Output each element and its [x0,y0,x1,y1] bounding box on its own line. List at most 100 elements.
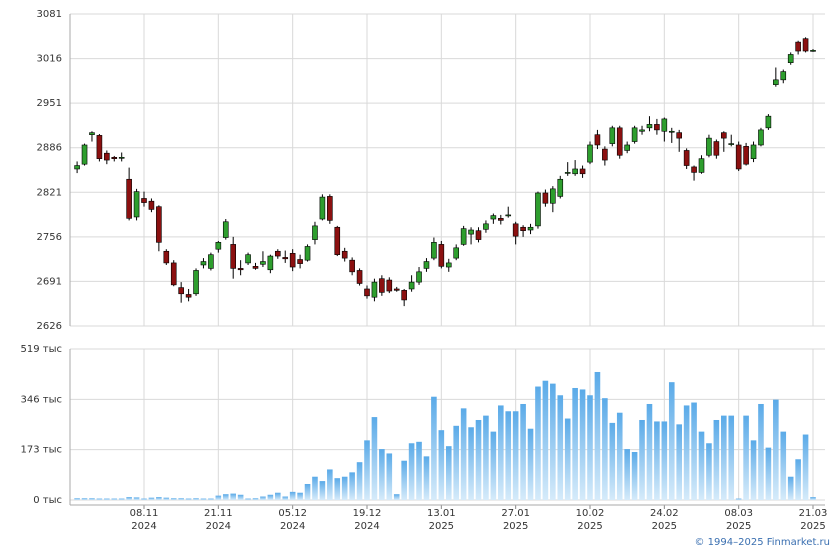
candle-body [185,294,192,298]
volume-bar [587,395,593,500]
candle-body [289,253,296,268]
candle-body [535,192,541,227]
candle-body [795,41,801,52]
candle-body [780,71,787,81]
volume-bar [557,395,564,500]
y-tick-label: 2886 [37,143,62,154]
candle-body [594,134,601,146]
volume-bar [535,386,541,500]
volume-bar [245,498,251,500]
volume-bar [379,449,385,500]
volume-bar [416,441,422,500]
candle-body [141,198,147,203]
volume-bar [431,396,437,500]
volume-bar [795,459,801,500]
candle-body [497,218,504,221]
x-tick-label: 19.12 [353,508,382,519]
volume-bar [728,415,735,500]
y-tick-label: 3081 [37,9,62,20]
candle-body [720,132,727,139]
volume-bar [156,497,162,500]
volume-bar [401,460,407,500]
volume-bar [505,411,512,500]
volume-bar [765,447,772,500]
x-tick-label: 13.01 [427,508,456,519]
x-tick-year: 2025 [429,521,454,532]
volume-bar [483,415,489,500]
volume-bar [624,449,630,500]
candle-body [371,281,378,298]
candle-body [89,132,95,135]
volume-bar [520,403,526,500]
volume-bar [260,496,266,500]
candle-body [237,268,244,271]
candle-body [304,246,311,261]
volume-bar [200,498,207,500]
y-tick-label: 173 тыс [21,445,62,456]
volume-bar [386,453,393,500]
candle-body [505,214,512,217]
volume-bar [148,497,155,500]
volume-bar [787,476,794,500]
x-tick-year: 2024 [131,521,156,532]
x-tick-label: 05.12 [278,508,307,519]
candle-body [423,261,430,269]
candle-body [631,127,638,142]
volume-bar [170,498,177,500]
volume-bar [453,425,459,500]
candle-body [416,271,422,283]
volume-bar [126,497,132,500]
x-tick-label: 24.02 [650,508,679,519]
candle-body [200,261,207,266]
candle-body [750,144,757,159]
candle-body [512,223,519,237]
x-tick-year: 2025 [577,521,602,532]
candle-body [572,168,578,175]
volume-bar [721,415,727,500]
candle-body [260,261,266,265]
volume-bar [312,476,318,500]
candle-body [802,38,809,52]
candle-body [550,188,556,204]
volume-bar [178,498,184,500]
volume-bar [282,496,289,500]
y-tick-label: 3016 [37,54,62,65]
volume-bar [743,415,749,500]
volume-bar [364,440,370,500]
volume-bar [104,498,110,500]
y-tick-label: 2821 [37,187,62,198]
y-tick-label: 0 тыс [33,495,62,506]
volume-bar [713,419,720,500]
volume-bar [780,431,787,500]
volume-bar [356,462,363,500]
volume-bar [594,371,601,500]
candle-body [520,226,526,231]
volume-bar [193,498,199,500]
y-tick-label: 519 тыс [21,344,62,355]
candle-body [104,152,110,161]
volume-bar [185,498,192,500]
candle-body [356,270,363,284]
candle-body [252,266,259,269]
volume-bar [393,494,400,500]
candle-body [468,229,474,235]
candle-body [483,223,489,230]
candle-body [743,146,749,165]
volume-bar [208,498,214,500]
volume-bar [334,478,341,500]
candle-body [557,178,564,197]
volume-bar [490,431,497,500]
volume-bar [118,498,125,500]
candle-body [74,165,80,170]
volume-bar [289,491,296,500]
candle-body [341,250,348,259]
volume-bar [304,483,311,500]
candle-body [81,144,88,165]
volume-bar [750,440,757,500]
candle-body [364,288,370,297]
volume-bar [758,403,764,500]
volume-bar [698,431,705,500]
candle-body [327,196,333,221]
candle-body [178,287,184,295]
